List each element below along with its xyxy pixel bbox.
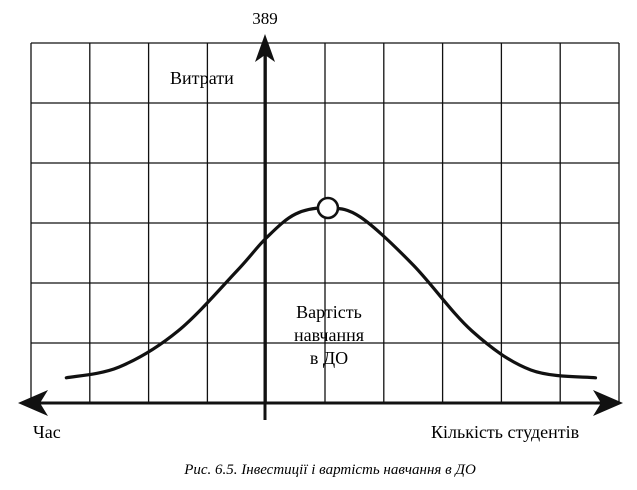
curve-layer <box>64 206 598 380</box>
marker-layer <box>316 196 340 220</box>
x-axis-right-arrow-icon <box>593 390 623 416</box>
y-axis-up-arrow-icon <box>255 34 275 62</box>
curve-label-line-1: Вартість <box>296 302 362 322</box>
chart-grid <box>30 42 620 403</box>
curve-label-line-3: в ДО <box>310 348 348 368</box>
y-axis-label: Витрати <box>170 68 234 88</box>
series-line <box>64 206 598 380</box>
chart-axes <box>18 34 623 420</box>
peak-marker <box>316 196 340 220</box>
x-axis-left-label: Час <box>33 422 61 442</box>
x-axis-left-arrow-icon <box>18 390 48 416</box>
curve-label-line-2: навчання <box>294 325 364 345</box>
page-number: 389 <box>252 9 278 28</box>
curve-label: Вартість навчання в ДО <box>294 302 364 368</box>
x-axis-right-label: Кількість студентів <box>431 422 579 442</box>
figure-caption: Рис. 6.5. Інвестиції і вартість навчання… <box>183 462 476 478</box>
